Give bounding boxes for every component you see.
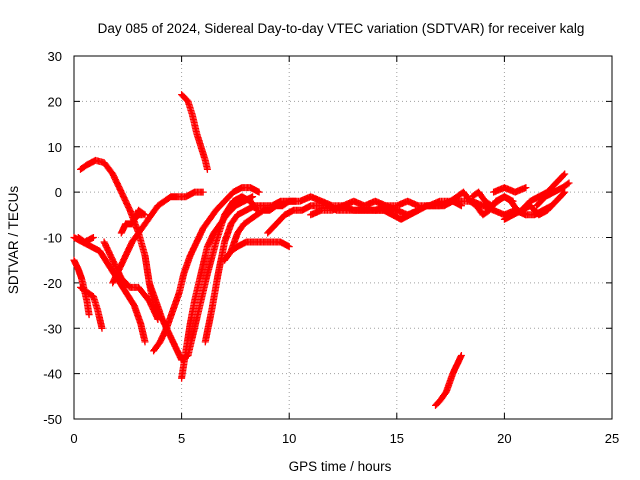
marker-trail: [221, 238, 293, 264]
y-tick-label: -20: [43, 276, 62, 291]
series-track-9: [130, 211, 147, 223]
x-tick-label: 25: [605, 431, 619, 446]
x-tick-label: 5: [178, 431, 185, 446]
x-axis-label: GPS time / hours: [289, 459, 392, 474]
marker-trail: [77, 283, 106, 332]
marker-trail: [490, 184, 530, 196]
series-track-2: [77, 283, 106, 332]
series-track-15: [221, 238, 293, 264]
series-track-26: [490, 184, 530, 196]
y-tick-label: -30: [43, 321, 62, 336]
x-tick-label: 15: [390, 431, 404, 446]
y-tick-label: -50: [43, 412, 62, 427]
chart-title: Day 085 of 2024, Sidereal Day-to-day VTE…: [98, 21, 585, 36]
marker-trail: [178, 91, 211, 173]
series-track-11: [150, 184, 263, 355]
y-tick-label: 10: [48, 140, 62, 155]
series-track-7: [109, 188, 207, 287]
y-axis-label: SDTVAR / TECUs: [6, 186, 21, 295]
series-track-28: [432, 352, 465, 409]
marker-trail: [518, 188, 569, 219]
series-track-13: [178, 91, 211, 173]
marker-trail: [150, 184, 263, 355]
ticks: 0 5 10 15 20 25 -50 -40 -30 -20 -10 0 10 20 30: [43, 49, 619, 446]
y-tick-label: 0: [55, 185, 62, 200]
y-tick-label: 20: [48, 94, 62, 109]
x-tick-label: 20: [497, 431, 511, 446]
y-tick-label: -10: [43, 231, 62, 246]
x-tick-label: 0: [70, 431, 77, 446]
series-track-25: [518, 188, 569, 219]
y-tick-label: 30: [48, 49, 62, 64]
marker-trail: [109, 188, 207, 287]
marker-trail: [130, 211, 147, 223]
marker-trail: [533, 179, 573, 210]
x-tick-label: 10: [282, 431, 296, 446]
marker-trail: [227, 197, 300, 255]
series-track-5: [74, 234, 97, 246]
marker-trail: [74, 234, 97, 246]
grid: [74, 56, 612, 419]
data-points: [70, 91, 573, 409]
series-track-16: [227, 197, 300, 255]
series-track-27: [533, 179, 573, 210]
y-tick-label: -40: [43, 367, 62, 382]
marker-trail: [178, 193, 257, 382]
marker-trail: [432, 352, 465, 409]
series-track-12: [178, 193, 257, 382]
